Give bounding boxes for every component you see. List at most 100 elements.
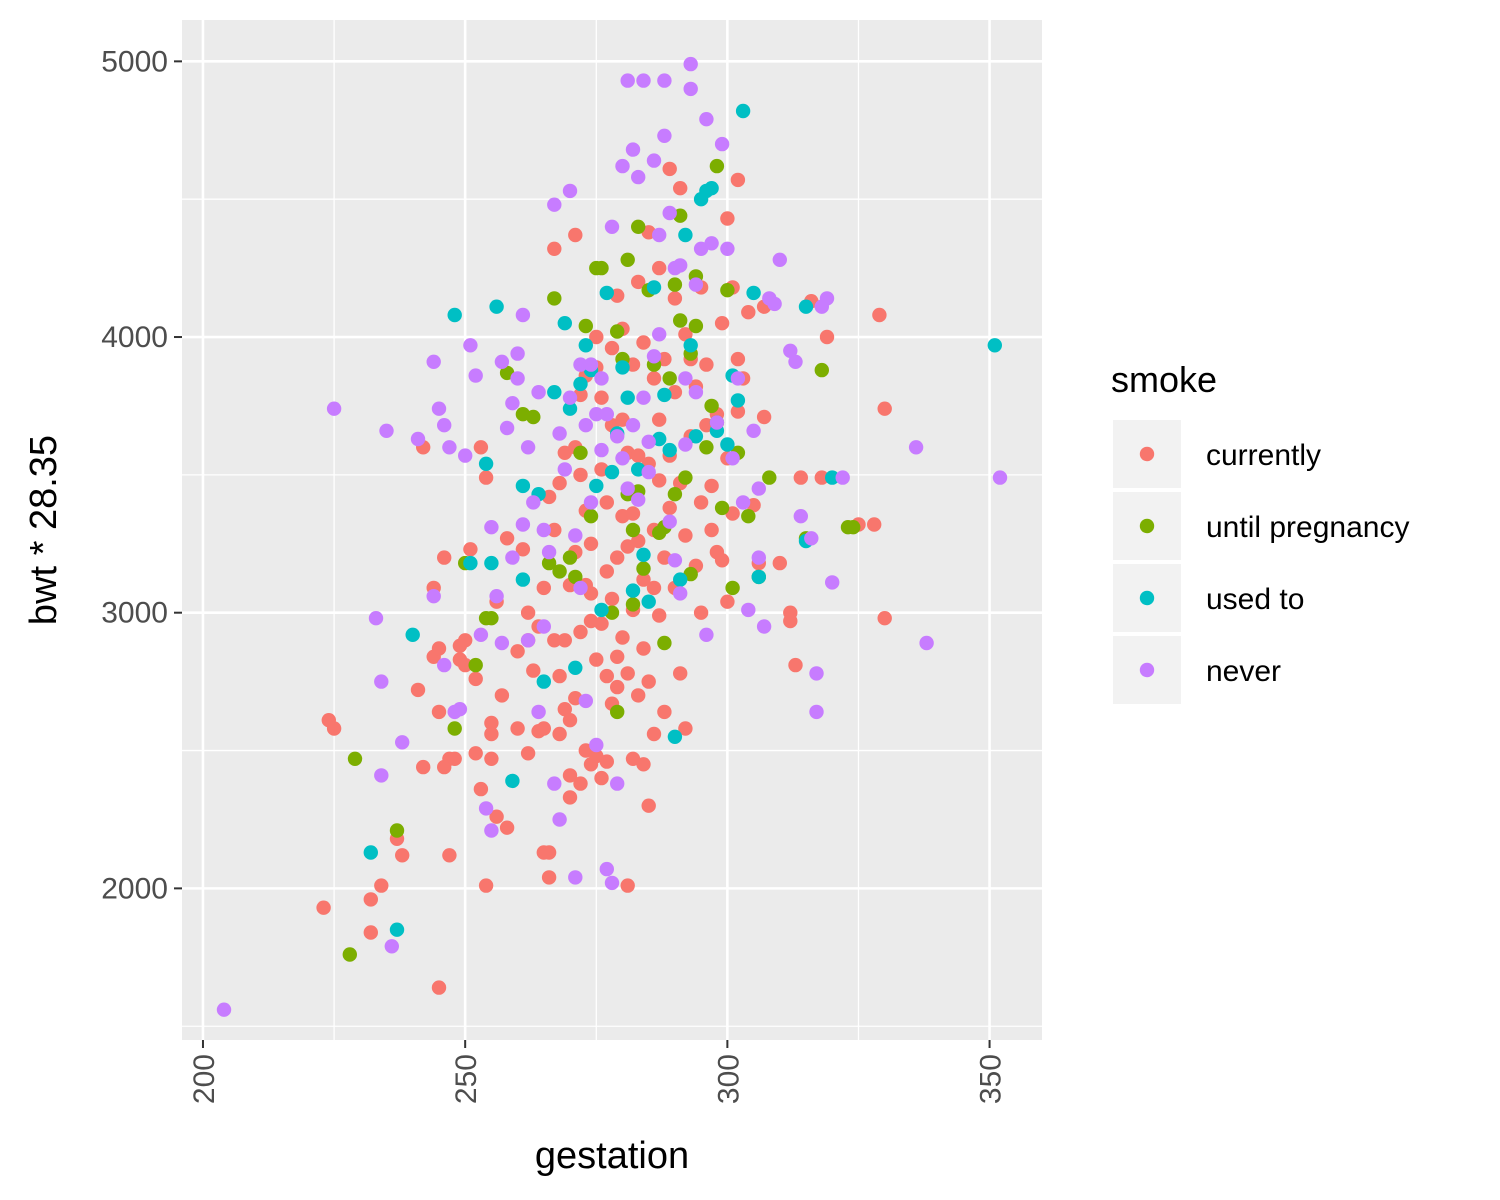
series-never (216, 56, 1008, 1017)
data-point (589, 737, 604, 753)
data-point (678, 528, 693, 543)
data-point (992, 470, 1008, 485)
y-axis: 2000 3000 4000 5000 (101, 45, 182, 905)
data-point (620, 666, 635, 681)
data-point (625, 583, 641, 598)
data-point (562, 401, 578, 416)
data-point (478, 878, 494, 893)
data-point (720, 594, 735, 609)
data-point (599, 861, 614, 877)
data-point (846, 520, 861, 535)
data-point (636, 641, 651, 656)
data-point (562, 768, 578, 783)
data-point (363, 845, 378, 860)
data-point (484, 751, 499, 766)
data-point (562, 790, 578, 805)
legend-label: never (1206, 655, 1281, 688)
data-point (625, 597, 641, 612)
data-point (987, 338, 1002, 353)
data-point (835, 470, 850, 485)
data-point (562, 713, 578, 728)
data-point (646, 371, 662, 386)
legend-swatch (1139, 590, 1155, 606)
data-point (693, 495, 709, 510)
data-point (788, 657, 803, 673)
data-point (636, 335, 651, 350)
data-point (594, 602, 609, 618)
data-point (610, 679, 625, 695)
data-point (573, 624, 588, 640)
data-point (547, 633, 562, 648)
data-point (652, 227, 667, 243)
data-point (699, 112, 714, 127)
data-point (568, 870, 583, 885)
data-point (578, 418, 593, 433)
data-point (620, 878, 635, 893)
data-point (573, 376, 588, 392)
data-point (793, 470, 808, 485)
data-point (562, 183, 578, 199)
data-point (599, 668, 614, 684)
x-tick-label: 300 (712, 1054, 745, 1104)
data-point (374, 768, 389, 783)
data-point (599, 495, 614, 510)
data-point (437, 418, 452, 433)
data-point (636, 572, 651, 587)
data-point (326, 401, 342, 416)
data-point (625, 142, 641, 157)
data-point (604, 464, 620, 480)
data-point (604, 219, 620, 234)
data-point (704, 522, 719, 538)
data-point (552, 564, 567, 579)
data-point (704, 181, 719, 196)
data-point (725, 451, 740, 466)
data-point (657, 635, 672, 651)
data-point (867, 517, 882, 532)
y-tick-label: 3000 (101, 597, 168, 630)
data-point (631, 219, 646, 234)
x-tick-label: 250 (450, 1054, 483, 1104)
data-point (751, 550, 766, 565)
data-point (431, 401, 447, 416)
data-point (583, 509, 599, 524)
data-point (395, 735, 410, 750)
data-point (510, 721, 525, 736)
data-point (384, 939, 399, 954)
data-point (746, 285, 761, 301)
y-tick-label: 4000 (101, 321, 168, 354)
data-point (562, 390, 578, 405)
data-point (547, 385, 562, 400)
data-point (814, 470, 829, 485)
data-point (610, 550, 625, 565)
data-point (746, 423, 761, 438)
data-point (515, 307, 531, 323)
data-point (662, 442, 677, 458)
data-point (620, 252, 635, 267)
legend-swatch (1139, 662, 1155, 678)
data-point (594, 616, 609, 631)
data-point (919, 635, 934, 651)
data-point (499, 531, 515, 546)
data-point (520, 440, 536, 455)
data-point (604, 591, 620, 607)
data-point (688, 429, 704, 444)
data-point (468, 671, 483, 687)
data-point (557, 702, 572, 717)
data-point (478, 470, 494, 485)
data-point (636, 73, 651, 88)
data-point (473, 627, 489, 642)
data-point (631, 274, 646, 290)
data-point (531, 385, 546, 400)
data-point (646, 726, 662, 742)
data-point (620, 73, 635, 88)
data-point (678, 437, 693, 452)
legend-item-currently: currently (1113, 420, 1321, 488)
data-point (615, 158, 630, 174)
data-point (347, 751, 363, 766)
data-point (594, 371, 609, 386)
data-point (657, 704, 672, 720)
data-point (673, 572, 688, 587)
data-point (615, 451, 630, 466)
data-point (667, 553, 683, 568)
data-point (688, 385, 704, 400)
